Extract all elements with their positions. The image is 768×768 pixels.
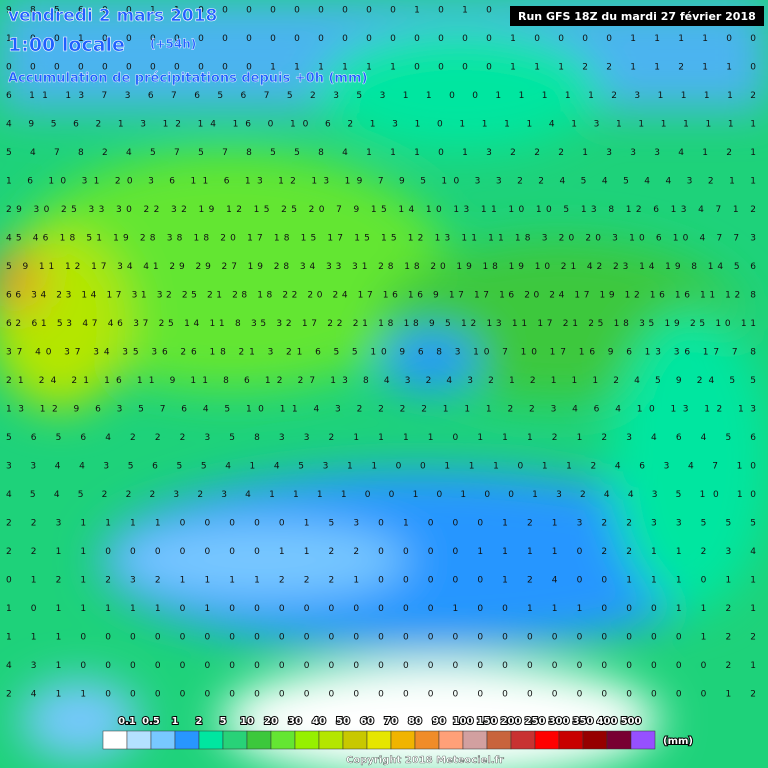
grid-row: 1 6 10 31 20 3 6 11 6 13 12 13 19 7 9 5 … (6, 177, 756, 187)
legend-swatch (102, 730, 128, 750)
subtitle: Accumulation de précipitations depuis +0… (8, 71, 367, 86)
legend-label: 50 (336, 716, 350, 727)
legend-swatch (222, 730, 248, 750)
legend-unit: (mm) (663, 736, 693, 747)
legend-swatch (342, 730, 368, 750)
legend-swatch (318, 730, 344, 750)
legend-swatch (510, 730, 536, 750)
grid-row: 2 2 3 1 1 1 1 0 0 0 0 0 1 5 3 0 1 0 0 0 … (6, 519, 756, 529)
legend-label: 2 (196, 716, 203, 727)
legend-label: 400 (597, 716, 618, 727)
legend-swatch (582, 730, 608, 750)
legend-swatch (366, 730, 392, 750)
grid-row: 1 0 1 1 1 1 1 0 1 0 0 0 0 0 0 0 0 0 1 0 … (6, 604, 756, 614)
legend-swatch (150, 730, 176, 750)
legend-label: 20 (264, 716, 278, 727)
legend-swatch (558, 730, 584, 750)
legend-label: 90 (432, 716, 446, 727)
legend-label: 150 (477, 716, 498, 727)
legend-swatch (534, 730, 560, 750)
legend-swatch (174, 730, 200, 750)
legend-label: 60 (360, 716, 374, 727)
legend-swatch (438, 730, 464, 750)
grid-row: 6 11 13 7 3 6 7 6 5 6 7 5 2 3 5 3 1 1 0 … (6, 91, 756, 101)
copyright: Copyright 2018 Meteociel.fr (346, 755, 504, 766)
legend-swatch (294, 730, 320, 750)
date: vendredi 2 mars 2018 (8, 6, 217, 26)
grid-row: 13 12 9 6 3 5 7 6 4 5 10 11 4 3 2 2 2 2 … (6, 405, 756, 415)
grid-row: 0 1 2 1 2 3 2 1 1 1 1 2 2 2 1 0 0 0 0 0 … (6, 576, 756, 586)
legend-label: 70 (384, 716, 398, 727)
legend-label: 10 (240, 716, 254, 727)
legend-swatch (198, 730, 224, 750)
grid-row: 37 40 37 34 35 36 26 18 21 3 21 6 5 5 10… (6, 348, 756, 358)
legend-label: 0.5 (142, 716, 160, 727)
grid-row: 9 8 5 6 0 0 1 1 0 0 0 0 0 0 0 0 0 1 0 1 … (6, 6, 756, 16)
time: 1:00 locale (8, 34, 125, 56)
grid-row: 2 2 1 1 0 0 0 0 0 0 0 1 1 2 2 0 0 0 0 1 … (6, 547, 756, 557)
legend-label: 40 (312, 716, 326, 727)
legend-swatch (462, 730, 488, 750)
legend-label: 30 (288, 716, 302, 727)
legend-label: 250 (525, 716, 546, 727)
grid-row: 62 61 53 47 46 37 25 14 11 8 35 32 17 22… (6, 319, 756, 329)
legend-label: 350 (573, 716, 594, 727)
legend-swatch (486, 730, 512, 750)
grid-row: 29 30 25 33 30 22 32 19 12 15 25 20 7 9 … (6, 205, 756, 215)
legend-swatch (390, 730, 416, 750)
grid-row: 2 4 1 1 0 0 0 0 0 0 0 0 0 0 0 0 0 0 0 0 … (6, 690, 756, 700)
grid-row: 1 0 0 1 0 0 0 0 0 0 0 0 0 0 0 0 0 0 0 0 … (6, 34, 756, 44)
legend-label: 1 (172, 716, 179, 727)
grid-row: 0 0 0 0 0 0 0 0 0 0 0 1 1 1 1 1 1 0 0 0 … (6, 63, 756, 73)
legend-label: 200 (501, 716, 522, 727)
legend-label: 5 (220, 716, 227, 727)
legend: 0.1 0.5 1 2 5 10 20 30 40 50 60 70 80 90 100 150 200 250 3… (102, 715, 694, 750)
legend-swatch (630, 730, 656, 750)
legend-label: 0.1 (118, 716, 136, 727)
grid-row: 5 9 11 12 17 34 41 29 29 27 19 28 34 33 … (6, 262, 756, 272)
legend-label: 100 (453, 716, 474, 727)
grid-row: 5 6 5 6 4 2 2 2 3 5 8 3 3 2 1 1 1 1 0 1 … (6, 433, 756, 443)
lead: (+54h) (150, 37, 196, 51)
legend-swatch (126, 730, 152, 750)
grid-row: 45 46 18 51 19 28 38 18 20 17 18 15 17 1… (6, 234, 756, 244)
grid-row: 5 4 7 8 2 4 5 7 5 7 8 5 5 8 4 1 1 1 0 1 … (6, 148, 756, 158)
legend-swatch (606, 730, 632, 750)
legend-label: 300 (549, 716, 570, 727)
legend-swatch (414, 730, 440, 750)
grid-row: 4 3 1 0 0 0 0 0 0 0 0 0 0 0 0 0 0 0 0 0 … (6, 661, 756, 671)
grid-row: 1 1 1 0 0 0 0 0 0 0 0 0 0 0 0 0 0 0 0 0 … (6, 633, 756, 643)
legend-swatch (270, 730, 296, 750)
legend-label: 80 (408, 716, 422, 727)
run-box (510, 6, 764, 26)
legend-swatch (246, 730, 272, 750)
run-info: Run GFS 18Z du mardi 27 février 2018 (518, 10, 756, 23)
legend-label: 500 (621, 716, 642, 727)
